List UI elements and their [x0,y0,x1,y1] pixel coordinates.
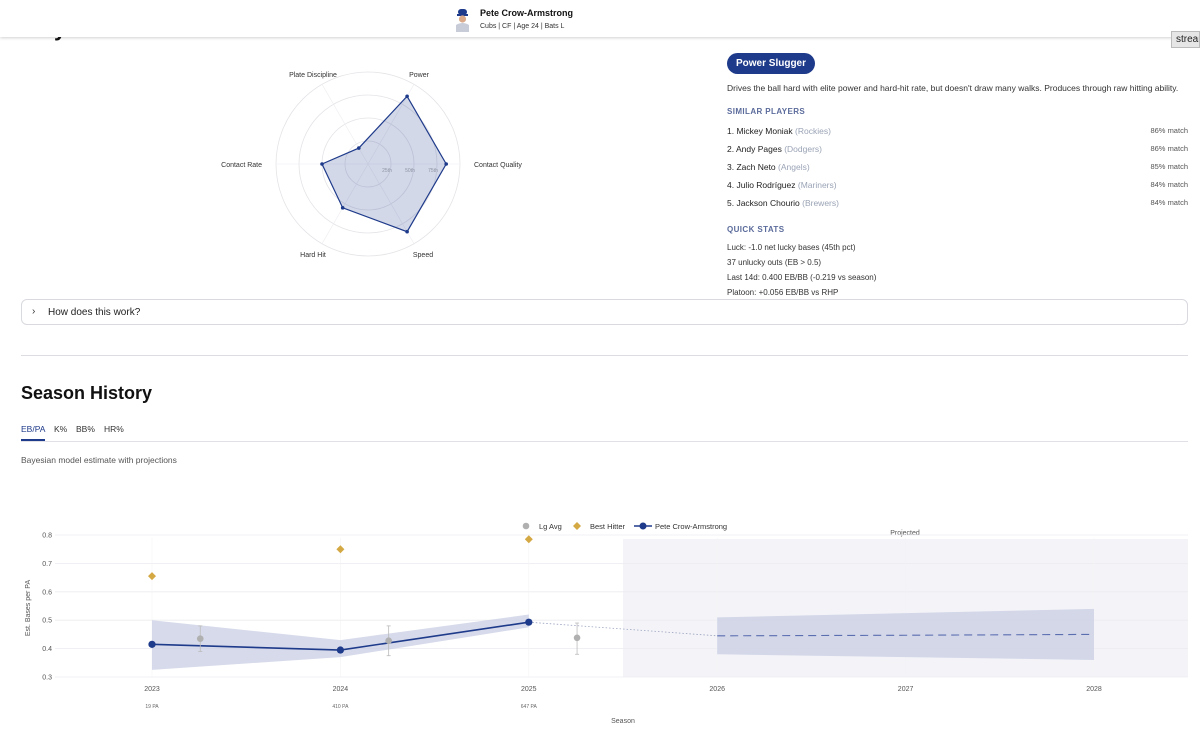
tab-bb-pct[interactable]: BB% [76,424,95,434]
section-divider [21,355,1188,356]
similar-players-label: SIMILAR PLAYERS [727,107,806,116]
x-tick-label: 2023 [144,686,160,693]
radar-axis-label: Power [409,72,430,79]
radar-vertex [320,162,324,166]
radar-vertex [357,146,361,150]
expander-label: How does this work? [48,307,141,318]
similar-player-row: 4. Julio Rodríguez (Mariners) 84% match [727,180,1188,194]
player-header-bar: Pete Crow-Armstrong Cubs | CF | Age 24 |… [0,0,1200,37]
season-history-chart: Projected 0.3 0.4 0.5 0.6 0.7 0.8 2023 19 PA 202… [25,522,1188,725]
lg-avg-point [196,635,204,642]
player-point [336,646,344,654]
similar-player-row: 5. Jackson Chourio (Brewers) 84% match [727,198,1188,212]
confidence-band [717,608,1094,660]
archetype-badge: Power Slugger [727,53,816,74]
radar-vertex [405,229,409,234]
quick-stat-line: Last 14d: 0.400 EB/BB (-0.219 vs season) [727,273,877,282]
similar-player-match: 84% match [1150,180,1188,189]
radar-axis-label: Hard Hit [300,252,326,259]
season-history-title: Season History [21,383,153,403]
radar-ring-label: 25th [382,168,392,174]
projection-line [717,633,1095,637]
chevron-right-icon: › [32,306,36,317]
radar-ring-label: 50th [405,168,415,174]
legend-player-marker [639,522,647,530]
y-tick-label: 0.7 [42,561,52,568]
stream-button[interactable]: stream [1171,31,1200,48]
projected-label: Projected [890,530,920,537]
player-name: Pete Crow-Armstrong [480,8,574,18]
player-avatar [456,9,469,32]
similar-player-row: 1. Mickey Moniak (Rockies) 86% match [727,126,1188,140]
lg-avg-point [385,637,392,644]
legend-best-hitter: Best Hitter [590,522,626,531]
similar-player-name: 3. Zach Neto [727,162,779,172]
player-meta: Cubs | CF | Age 24 | Bats L [480,23,565,30]
radar-vertex [405,94,409,99]
radar-spoke [321,84,369,165]
best-hitter-point [524,535,533,544]
tab-hr-pct[interactable]: HR% [104,424,124,434]
similar-player-name: 1. Mickey Moniak [727,126,796,136]
archetype-description: Drives the ball hard with elite power an… [727,83,1179,93]
similar-player-match: 86% match [1150,144,1188,153]
quick-stats-label: QUICK STATS [727,225,785,234]
pa-count-label: 19 PA [145,704,159,710]
similar-player-match: 84% match [1150,198,1188,207]
y-axis-title: Est. Bases per PA [25,580,32,637]
x-tick-label: 2024 [333,686,349,693]
best-hitter-point [336,545,345,554]
similar-player-match: 85% match [1150,162,1188,171]
quick-stat-line: Luck: -1.0 net lucky bases (45th pct) [727,243,856,252]
similar-player-name: 4. Julio Rodríguez [727,180,798,190]
player-point [148,640,156,648]
metric-tabs: EB/PA K% BB% HR% [21,423,1188,442]
x-tick-label: 2027 [898,686,914,693]
lg-avg-point [573,634,581,642]
similar-player-team: (Brewers) [802,198,839,208]
y-tick-label: 0.6 [42,589,52,596]
tab-eb-pa[interactable]: EB/PA [21,424,46,441]
tab-k-pct[interactable]: K% [54,424,68,434]
chart-subtitle: Bayesian model estimate with projections [21,455,177,465]
how-it-works-expander[interactable]: › How does this work? [21,299,1188,325]
y-tick-label: 0.3 [42,675,52,682]
similar-player-team: (Angels) [778,162,810,172]
radar-vertex [340,206,345,210]
radar-axis-label: Plate Discipline [289,72,337,79]
similar-player-row: 2. Andy Pages (Dodgers) 86% match [727,144,1188,158]
similar-player-name: 5. Jackson Chourio [727,198,803,208]
x-tick-label: 2028 [1086,686,1102,693]
pa-count-label: 647 PA [521,704,538,710]
similar-player-team: (Rockies) [795,126,831,136]
x-axis-title: Season [611,718,635,725]
x-tick-label: 2025 [521,686,537,693]
similar-player-row: 3. Zach Neto (Angels) 85% match [727,162,1188,176]
radar-chart: 25th 50th 75th Power Contact Quality Speed Ha… [221,71,522,259]
radar-axis-label: Contact Rate [221,162,262,169]
y-tick-label: 0.4 [42,646,52,653]
y-tick-label: 0.5 [42,618,52,625]
player-point [525,618,533,626]
radar-ring-label: 75th [428,168,438,174]
confidence-band [152,614,529,670]
quick-stat-line: 37 unlucky outs (EB > 0.5) [727,258,822,267]
legend-lg-avg-marker [522,522,530,530]
similar-player-name: 2. Andy Pages [727,144,785,154]
quick-stat-line: Platoon: +0.056 EB/BB vs RHP [727,288,839,297]
legend-player: Pete Crow-Armstrong [655,522,727,531]
pa-count-label: 410 PA [332,704,349,710]
similar-player-team: (Dodgers) [784,144,822,154]
radar-spoke [321,163,369,244]
y-tick-label: 0.8 [42,533,52,540]
radar-axis-label: Contact Quality [474,162,522,169]
similar-player-team: (Mariners) [797,180,837,190]
radar-axis-label: Speed [413,252,433,259]
similar-player-match: 86% match [1150,126,1188,135]
legend-lg-avg: Lg Avg [539,522,562,531]
x-tick-label: 2026 [709,686,725,693]
best-hitter-point [148,572,156,581]
radar-vertex [444,162,448,166]
legend-best-marker [573,522,581,530]
